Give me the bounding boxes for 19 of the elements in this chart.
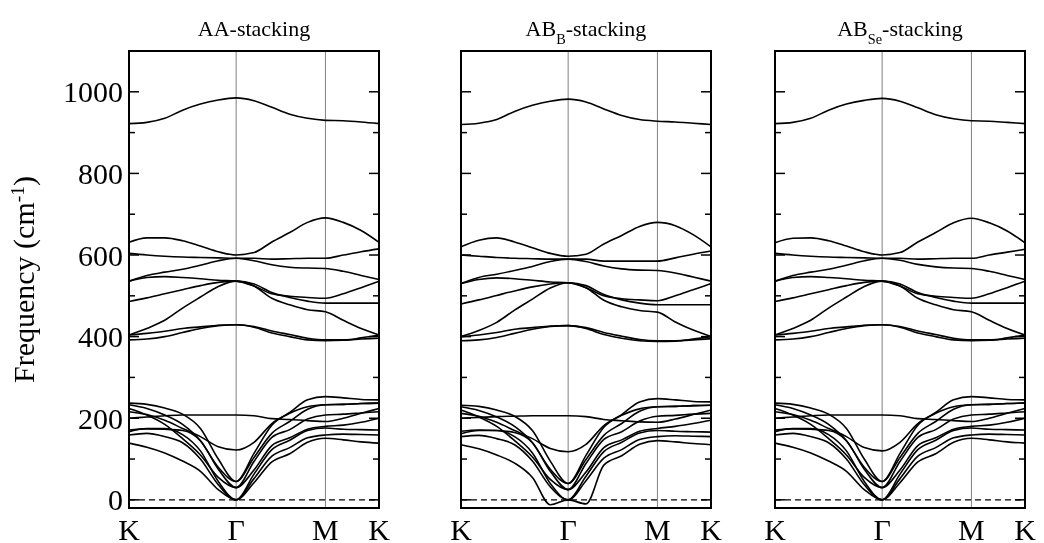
x-tick-label: K xyxy=(1014,513,1037,543)
x-tick-label: K xyxy=(700,513,723,543)
chart-title: AA-stacking xyxy=(197,16,311,41)
y-tick-label: 800 xyxy=(78,156,123,190)
x-tick-label: M xyxy=(644,513,671,543)
x-tick-label: K xyxy=(764,513,787,543)
chart-title: AB$_{Se}$-stacking xyxy=(837,16,963,47)
x-tick-label: Γ xyxy=(227,513,245,543)
x-tick-label: M xyxy=(312,513,339,543)
y-tick-label: 400 xyxy=(78,320,123,354)
x-tick-label: Γ xyxy=(559,513,577,543)
x-tick-label: Γ xyxy=(873,513,891,543)
chart-title: AB$_{B}$-stacking xyxy=(525,16,647,47)
y-tick-label: 1000 xyxy=(63,75,123,109)
x-tick-label: K xyxy=(450,513,473,543)
x-tick-label: K xyxy=(368,513,391,543)
y-tick-label: 600 xyxy=(78,238,123,272)
y-tick-label: 200 xyxy=(78,401,123,435)
x-tick-label: M xyxy=(958,513,985,543)
